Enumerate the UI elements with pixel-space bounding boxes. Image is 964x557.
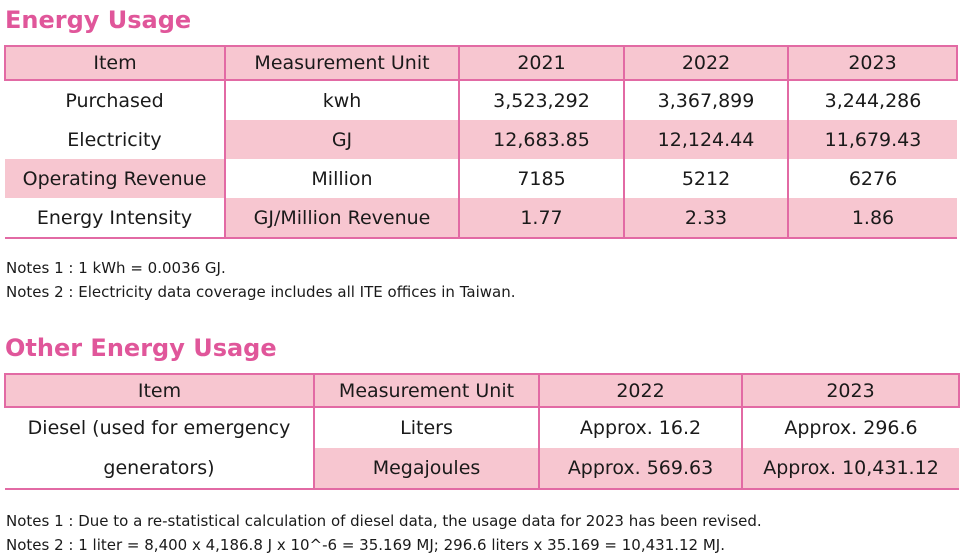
unit-cell: Liters [313, 407, 539, 448]
value-cell: Approx. 16.2 [538, 407, 742, 448]
note-1: Notes 1 : Due to a re-statistical calcul… [6, 512, 762, 530]
item-electricity: Electricity [67, 128, 162, 151]
table-row: Diesel (used for emergency generators) L… [5, 407, 959, 490]
table-header-row: Item Measurement Unit 2022 2023 [4, 373, 960, 408]
other-energy-usage-table: Item Measurement Unit 2022 2023 Diesel (… [4, 373, 960, 490]
unit-cell: Megajoules [313, 448, 539, 490]
value-cell: 1.77 [458, 198, 624, 239]
header-item: Item [4, 373, 315, 408]
energy-notes: Notes 1 : 1 kWh = 0.0036 GJ. Notes 2 : E… [6, 256, 515, 304]
item-diesel: Diesel (used for emergency generators) [5, 407, 314, 490]
value-cell: Approx. 10,431.12 [741, 448, 959, 490]
table-header-row: Item Measurement Unit 2021 2022 2023 [4, 45, 958, 81]
header-measurement-unit: Measurement Unit [224, 45, 460, 81]
header-year-2023: 2023 [741, 373, 960, 408]
item-operating-revenue: Operating Revenue [5, 159, 225, 198]
value-cell: 7185 [458, 159, 624, 198]
header-item: Item [4, 45, 226, 81]
value-cell: 1.86 [787, 198, 957, 239]
table-row: Electricity GJ 12,683.85 12,124.44 11,67… [5, 120, 957, 159]
table-row: Megajoules Approx. 569.63 Approx. 10,431… [5, 448, 959, 490]
energy-usage-table: Item Measurement Unit 2021 2022 2023 Pur… [4, 45, 958, 239]
table-row: Energy Intensity GJ/Million Revenue 1.77… [5, 198, 957, 239]
table-row: Operating Revenue Million 7185 5212 6276 [5, 159, 957, 198]
header-measurement-unit: Measurement Unit [313, 373, 540, 408]
value-cell: Approx. 296.6 [741, 407, 959, 448]
value-cell: 3,244,286 [787, 80, 957, 120]
table-row: Purchased kwh 3,523,292 3,367,899 3,244,… [5, 80, 957, 120]
item-purchased: Purchased [65, 89, 164, 112]
header-year-2022: 2022 [538, 373, 743, 408]
value-cell: 3,367,899 [623, 80, 788, 120]
value-cell: 2.33 [623, 198, 788, 239]
note-2: Notes 2 : 1 liter = 8,400 x 4,186.8 J x … [6, 536, 726, 554]
energy-usage-title: Energy Usage [5, 6, 192, 34]
unit-cell: Million [224, 159, 459, 198]
value-cell: 11,679.43 [787, 120, 957, 159]
header-year-2022: 2022 [623, 45, 789, 81]
note-2: Notes 2 : Electricity data coverage incl… [6, 283, 516, 301]
other-energy-notes: Notes 1 : Due to a re-statistical calcul… [6, 509, 762, 557]
value-cell: 12,124.44 [623, 120, 788, 159]
value-cell: 12,683.85 [458, 120, 624, 159]
header-year-2023: 2023 [787, 45, 958, 81]
value-cell: 3,523,292 [458, 80, 624, 120]
unit-cell: GJ [224, 120, 459, 159]
value-cell: 6276 [787, 159, 957, 198]
unit-cell: GJ/Million Revenue [224, 198, 459, 239]
other-energy-usage-title: Other Energy Usage [5, 334, 277, 362]
value-cell: Approx. 569.63 [538, 448, 742, 490]
header-year-2021: 2021 [458, 45, 625, 81]
item-energy-intensity: Energy Intensity [5, 198, 225, 239]
value-cell: 5212 [623, 159, 788, 198]
note-1: Notes 1 : 1 kWh = 0.0036 GJ. [6, 259, 226, 277]
unit-cell: kwh [224, 80, 459, 120]
